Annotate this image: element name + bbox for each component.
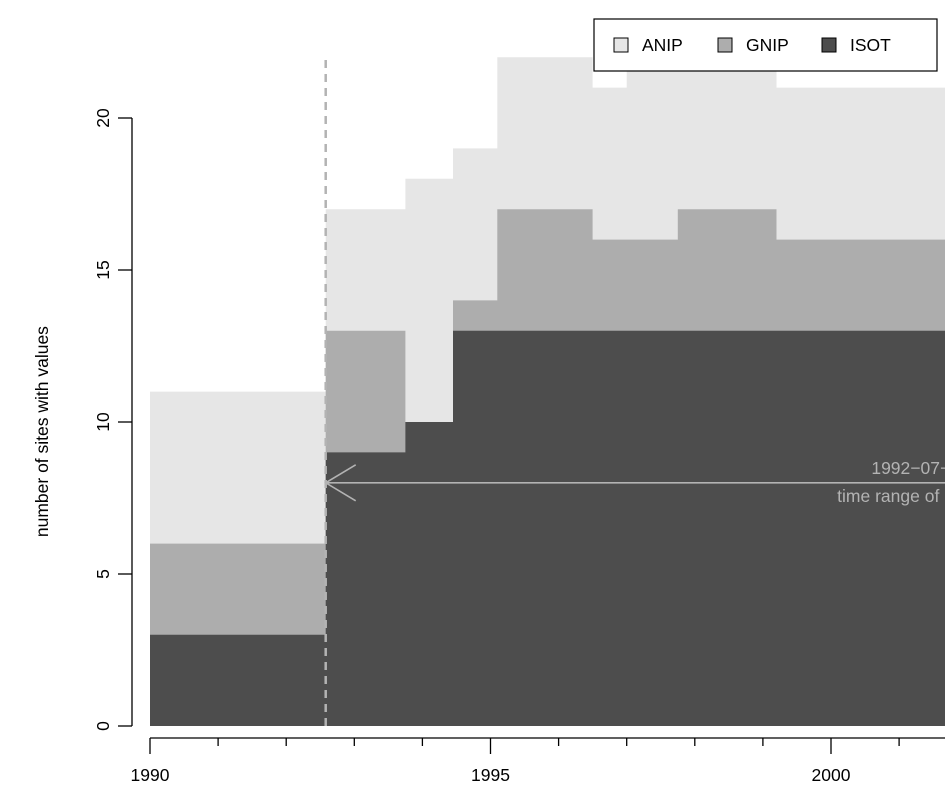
y-tick-label-15: 15 <box>93 260 113 279</box>
y-tick-label-5: 5 <box>93 569 113 579</box>
legend-swatch-isot <box>821 37 837 53</box>
y-tick-label-0: 0 <box>93 721 113 731</box>
series-layer <box>150 57 945 726</box>
legend-box <box>593 18 938 72</box>
y-tick-label-10: 10 <box>93 412 113 432</box>
legend-label-isot: ISOT <box>850 35 891 55</box>
range-arrow <box>324 464 945 502</box>
legend-label-gnip: GNIP <box>746 35 789 55</box>
x-tick-label-1990: 1990 <box>131 765 170 785</box>
legend-label-anip: ANIP <box>642 35 683 55</box>
legend-swatch-anip <box>613 37 629 53</box>
series-isot-area <box>150 330 945 726</box>
legend: ANIP GNIP ISOT <box>593 18 938 72</box>
annotation-layer: 1992−07−31 to 2011−10−31 time range of h… <box>324 60 945 728</box>
x-tick-label-2000: 2000 <box>812 765 851 785</box>
range-annotation-caption: time range of highest data availability <box>837 486 945 506</box>
range-annotation-dates: 1992−07−31 to 2011−10−31 <box>871 458 945 478</box>
y-axis-label: number of sites with values <box>32 326 52 537</box>
x-tick-label-1995: 1995 <box>471 765 510 785</box>
legend-swatch-gnip <box>717 37 733 53</box>
y-tick-label-20: 20 <box>93 108 113 128</box>
axes: number of sites with values 1990 1995 2000… <box>32 108 945 785</box>
